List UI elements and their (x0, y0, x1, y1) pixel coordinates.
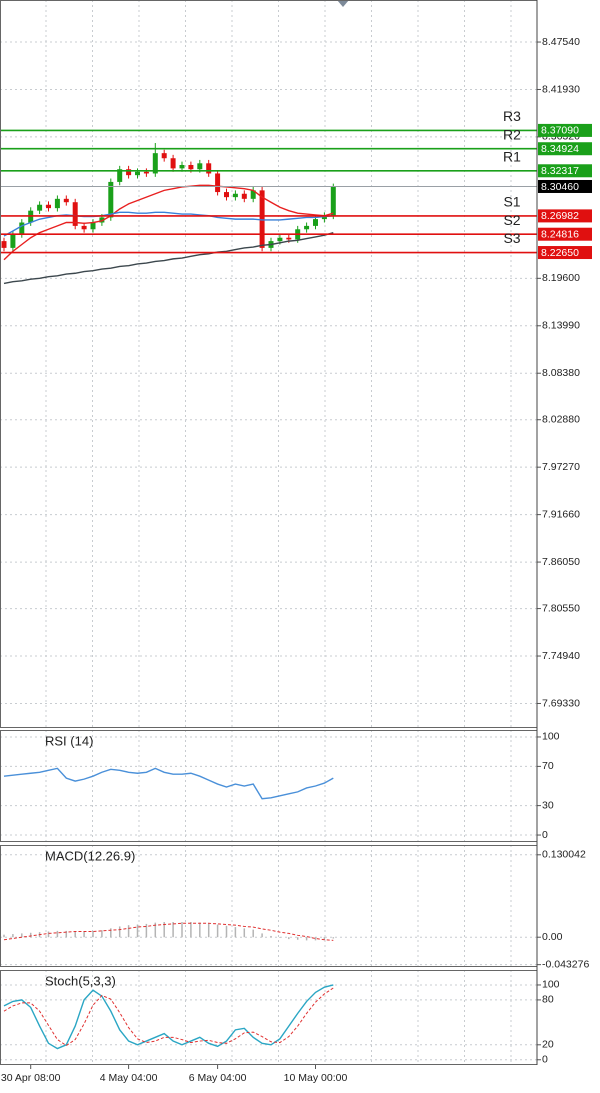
level-price-label: 8.22650 (541, 247, 579, 259)
candle-body (72, 202, 78, 226)
candle-body (224, 192, 229, 198)
candle-body (188, 165, 194, 170)
candle-body (46, 204, 51, 209)
x-tick-label: 6 May 04:00 (189, 1072, 247, 1084)
x-tick-label: 10 May 00:00 (284, 1072, 348, 1084)
series-line (3, 231, 334, 285)
level-price-box (538, 209, 592, 223)
candle-body (10, 234, 16, 248)
candle-body (232, 193, 238, 198)
y-tick-label: 80 (542, 994, 554, 1006)
series-line (3, 184, 334, 261)
y-tick-label: 0 (542, 1054, 548, 1066)
candle-body (259, 190, 265, 248)
candle-body (330, 186, 336, 216)
level-price-box (538, 142, 592, 156)
level-price-box (538, 164, 592, 178)
candle-body (321, 215, 327, 220)
x-tick-label: 4 May 04:00 (100, 1072, 158, 1084)
y-tick-label: 70 (542, 760, 554, 772)
candle-body (126, 169, 132, 176)
candle-body (215, 173, 221, 193)
y-tick-label: 8.02880 (542, 414, 580, 426)
candle-body (63, 198, 69, 203)
series-line (3, 767, 334, 800)
y-tick-label: 8.47540 (542, 36, 580, 48)
level-price-box (538, 246, 592, 260)
level-name: R1 (503, 148, 521, 164)
candle-body (313, 219, 318, 226)
current-price-label: 8.30460 (541, 181, 579, 193)
y-tick-label: 7.69330 (542, 697, 580, 709)
candle-body (99, 217, 105, 223)
candle-body (90, 222, 96, 230)
level-name: S2 (503, 212, 520, 228)
series-line (3, 987, 334, 1047)
y-tick-label: 100 (542, 731, 560, 743)
level-price-label: 8.32317 (541, 165, 579, 177)
candle-body (37, 204, 43, 211)
y-tick-label: 7.86050 (542, 556, 580, 568)
y-tick-label: 0.130042 (542, 849, 586, 861)
candle-body (143, 171, 149, 174)
candle-body (19, 222, 25, 235)
y-tick-label: 7.97270 (542, 461, 580, 473)
level-name: S1 (503, 194, 520, 210)
candle-body (117, 169, 123, 182)
level-name: R3 (503, 108, 521, 124)
y-tick-label: 8.08380 (542, 367, 580, 379)
candle-body (1, 241, 7, 248)
candle-body (241, 193, 247, 199)
level-price-box (538, 227, 592, 241)
y-tick-label: 8.19600 (542, 272, 580, 284)
level-price-box (538, 123, 592, 137)
current-price-box (538, 179, 592, 193)
candle-body (54, 198, 60, 209)
y-tick-label: 7.80550 (542, 602, 580, 614)
candle-body (135, 171, 140, 176)
level-price-label: 8.26982 (541, 210, 579, 222)
candle-body (197, 163, 203, 170)
candle-body (170, 158, 176, 169)
y-tick-label: 0 (542, 829, 548, 841)
series-line (3, 922, 334, 941)
panel-title: Stoch(5,3,3) (45, 973, 116, 988)
level-name: S3 (503, 230, 520, 246)
y-tick-label: 30 (542, 799, 554, 811)
level-price-label: 8.24816 (541, 228, 579, 240)
panel-title: RSI (14) (45, 733, 93, 748)
candle-body (152, 153, 158, 174)
candle-body (179, 165, 185, 169)
y-tick-label: 8.41930 (542, 83, 580, 95)
candle-body (206, 163, 212, 174)
shift-marker (337, 0, 349, 7)
candle-body (304, 225, 310, 230)
candle-body (286, 237, 292, 240)
candle-body (250, 190, 256, 199)
candle-body (161, 153, 167, 159)
level-name: R2 (503, 126, 521, 142)
y-tick-label: 100 (542, 979, 560, 991)
candle-body (277, 237, 283, 242)
panel-title: MACD(12.26.9) (45, 848, 135, 863)
candle-body (81, 225, 87, 230)
y-tick-label: 7.91660 (542, 508, 580, 520)
candle-body (108, 181, 114, 218)
y-tick-label: 8.13990 (542, 320, 580, 332)
level-price-label: 8.34924 (541, 143, 579, 155)
y-tick-label: 0.00 (542, 931, 563, 943)
y-tick-label: -0.043276 (542, 958, 589, 970)
x-tick-label: 30 Apr 08:00 (1, 1072, 61, 1084)
y-tick-label: 20 (542, 1039, 554, 1051)
level-price-label: 8.37090 (541, 125, 579, 137)
y-tick-label: 7.74940 (542, 650, 580, 662)
